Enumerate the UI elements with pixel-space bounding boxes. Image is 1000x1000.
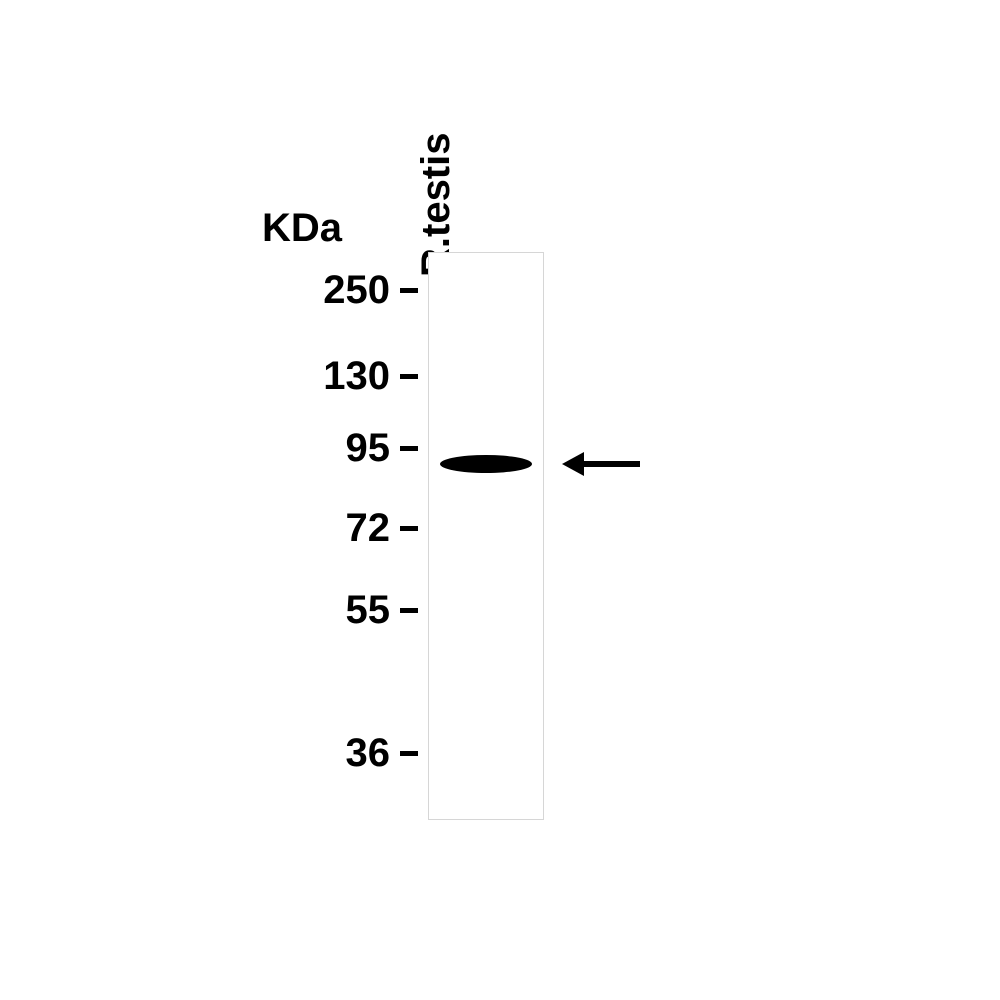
tick-130 [400, 374, 418, 379]
tick-250 [400, 288, 418, 293]
western-blot-figure: KDa R.testis 250 130 95 72 55 36 [0, 0, 1000, 1000]
tick-72 [400, 526, 418, 531]
marker-250: 250 [280, 268, 390, 313]
band-arrow-icon [562, 446, 642, 487]
marker-36: 36 [280, 731, 390, 776]
marker-130: 130 [280, 354, 390, 399]
tick-36 [400, 751, 418, 756]
tick-55 [400, 608, 418, 613]
unit-label: KDa [262, 206, 342, 251]
marker-95: 95 [280, 426, 390, 471]
tick-95 [400, 446, 418, 451]
target-band [440, 455, 532, 473]
lane [428, 252, 544, 820]
marker-72: 72 [280, 506, 390, 551]
marker-55: 55 [280, 588, 390, 633]
